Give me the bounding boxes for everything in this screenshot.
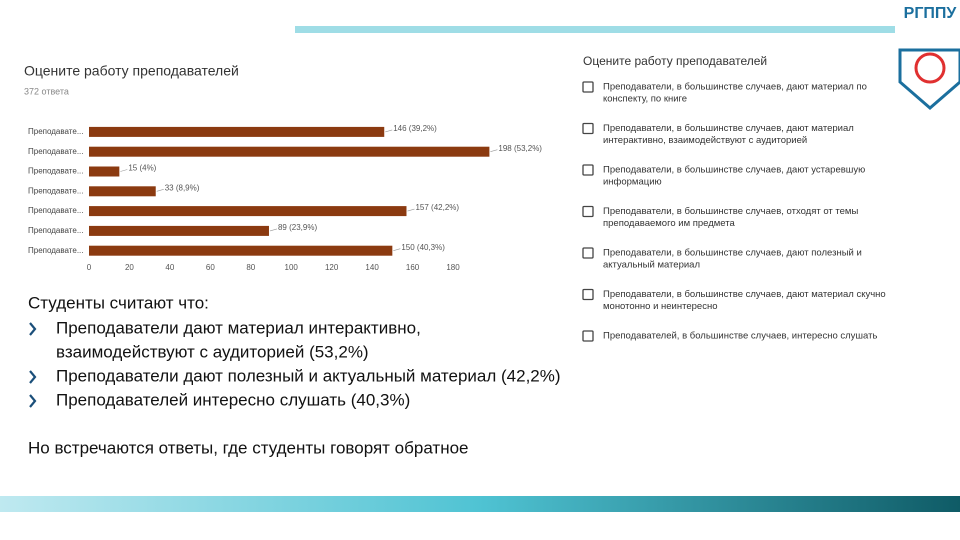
- label-leader: [490, 149, 498, 152]
- logo-ring: [914, 52, 946, 84]
- bar: [89, 245, 393, 256]
- bar: [89, 206, 407, 217]
- form-title: Оцените работу преподавателей: [583, 54, 767, 68]
- y-tick-label: Преподавате...: [28, 167, 84, 176]
- label-leader: [269, 228, 278, 232]
- option-text: Преподаватели, в большинстве случаев, от…: [603, 206, 858, 217]
- option-text: Преподаватели, в большинстве случаев, да…: [603, 82, 867, 93]
- option-text: актуальный материал: [603, 260, 700, 271]
- option-text: преподаваемого им предмета: [603, 218, 736, 229]
- label-leader: [385, 129, 393, 133]
- label-leader: [120, 169, 128, 172]
- x-tick-label: 80: [246, 263, 255, 272]
- bullet-chevron: [29, 322, 37, 336]
- checkbox: [582, 122, 594, 135]
- bullet-chevron: [29, 370, 37, 384]
- checkbox: [582, 81, 594, 93]
- y-tick-label: Преподавате...: [28, 127, 84, 136]
- option-text: монотонно и неинтересно: [603, 301, 717, 312]
- checkbox: [582, 288, 594, 301]
- option-text: Преподаватели, в большинстве случаев, да…: [603, 248, 862, 259]
- value-label: 150 (40,3%): [401, 243, 445, 252]
- logo-text: РГППУ: [904, 5, 958, 22]
- option-text: интерактивно, взаимодействуют с аудитори…: [603, 135, 807, 146]
- checkbox: [582, 164, 594, 176]
- bar: [89, 225, 269, 236]
- checkbox: [582, 330, 594, 342]
- logo-shape: [898, 48, 960, 110]
- option-text: Преподаватели, в большинстве случаев, да…: [603, 165, 865, 176]
- option-text: Преподаватели, в большинстве случаев, да…: [603, 289, 886, 300]
- bar: [89, 166, 120, 177]
- bullet-text: Преподаватели дают полезный и актуальный…: [56, 366, 561, 385]
- option-text: информацию: [603, 177, 662, 188]
- label-leader: [407, 208, 415, 212]
- y-tick-label: Преподавате...: [28, 147, 84, 156]
- y-tick-label: Преподавате...: [28, 186, 84, 195]
- value-label: 89 (23,9%): [278, 223, 317, 232]
- bullet-chevron: [29, 394, 37, 408]
- logo: РГППУ: [898, 5, 960, 110]
- bar: [89, 126, 385, 137]
- bar: [89, 186, 156, 197]
- option-text: Преподаватели, в большинстве случаев, да…: [603, 123, 854, 134]
- bullet-text: взаимодействуют с аудиторией (53,2%): [56, 342, 369, 361]
- x-tick-label: 160: [406, 263, 420, 272]
- value-label: 15 (4%): [128, 164, 156, 173]
- x-tick-label: 60: [206, 263, 215, 272]
- chart-subtitle: 372 ответа: [24, 86, 69, 96]
- value-label: 146 (39,2%): [393, 124, 437, 133]
- bullet-text: Преподавателей интересно слушать (40,3%): [56, 390, 410, 409]
- y-tick-label: Преподавате...: [28, 206, 84, 215]
- checkbox: [582, 247, 594, 259]
- option-text: Преподавателей, в большинстве случаев, и…: [603, 331, 877, 342]
- checkbox: [582, 205, 594, 218]
- label-leader: [393, 248, 401, 251]
- x-tick-label: 180: [446, 263, 460, 272]
- y-tick-label: Преподавате...: [28, 246, 84, 255]
- option-text: конспекту, по книге: [603, 94, 687, 105]
- x-tick-label: 20: [125, 263, 134, 272]
- x-tick-label: 0: [87, 263, 92, 272]
- label-leader: [156, 189, 164, 192]
- x-tick-label: 120: [325, 263, 339, 272]
- value-label: 157 (42,2%): [415, 203, 459, 212]
- chart-title: Оцените работу преподавателей: [24, 63, 239, 79]
- x-tick-label: 140: [365, 263, 379, 272]
- value-label: 33 (8,9%): [165, 183, 200, 192]
- x-tick-label: 40: [165, 263, 174, 272]
- x-tick-label: 100: [285, 263, 299, 272]
- bullet-text: Преподаватели дают материал интерактивно…: [56, 318, 421, 337]
- top-stripe: [295, 26, 895, 33]
- value-label: 198 (53,2%): [498, 144, 542, 153]
- bar: [89, 146, 490, 157]
- intro: Студенты считают что:: [28, 293, 209, 312]
- closing: Но встречаются ответы, где студенты гово…: [28, 438, 469, 457]
- bottom-stripe: [0, 496, 960, 512]
- y-tick-label: Преподавате...: [28, 226, 84, 235]
